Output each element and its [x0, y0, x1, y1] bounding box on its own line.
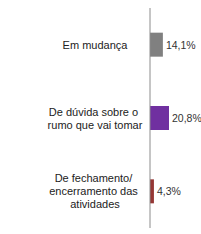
chart: 14,1% Em mudança 20,8% De dúvida sobre o ru… [0, 0, 201, 234]
data-label: 14,1% [166, 39, 196, 51]
bar [150, 179, 154, 203]
data-label: 20,8% [172, 112, 201, 124]
data-label: 4,3% [157, 185, 181, 197]
bar [150, 33, 163, 57]
category-label: De fechamento/ encerramento das atividad… [49, 172, 141, 210]
bars [150, 33, 169, 204]
category-label: De dúvida sobre o rumo que vai tomar [48, 106, 143, 131]
axis-line [150, 8, 151, 228]
bar [150, 106, 169, 130]
category-label: Em mudança [63, 39, 129, 51]
